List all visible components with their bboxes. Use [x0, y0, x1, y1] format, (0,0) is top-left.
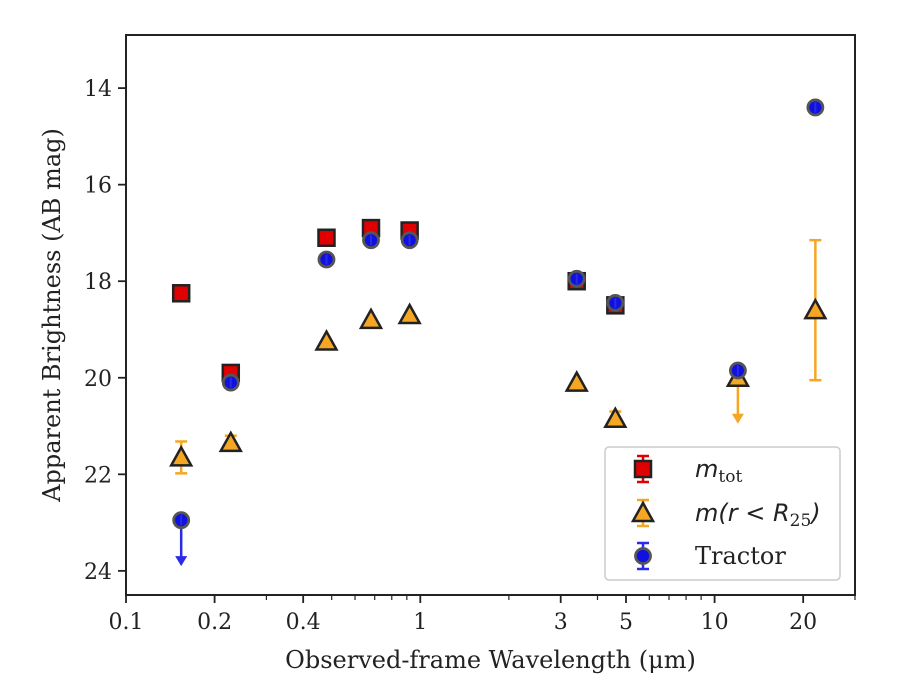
- legend-label-tail: ): [809, 499, 820, 527]
- upper-limit-arrowhead: [731, 413, 744, 424]
- data-point-mr25: [397, 302, 422, 325]
- legend-marker-tractor: [634, 547, 652, 565]
- x-tick-label: 0.2: [197, 610, 232, 635]
- data-point-mr25: [358, 307, 384, 330]
- legend-marker-mr25: [630, 500, 656, 523]
- upper-limit-arrowhead: [175, 556, 188, 567]
- y-axis-ticks: 14 16 18 20 22 24: [84, 77, 126, 585]
- y-tick-label: 22: [84, 463, 112, 488]
- data-point-mr25: [564, 370, 589, 392]
- x-tick-label: 0.4: [286, 610, 321, 635]
- plot-area: 0.1 0.2 0.4 1 3 5 10 20 14 16 18 20 22 24: [84, 34, 856, 635]
- data-point-mr25: [169, 444, 194, 467]
- legend-label-tractor: Tractor: [695, 542, 786, 570]
- legend-label-main: m(r < R: [695, 499, 790, 527]
- x-tick-label: 5: [619, 610, 633, 635]
- series-tractor: [172, 98, 825, 567]
- legend-label-sub: 25: [790, 511, 812, 531]
- plot-frame: [125, 34, 856, 596]
- x-tick-label: 0.1: [109, 610, 144, 635]
- legend: mtot m(r < R25) Tractor: [604, 446, 841, 581]
- x-tick-label: 3: [554, 610, 568, 635]
- y-axis-label: Apparent Brightness (AB mag): [38, 128, 66, 503]
- legend-marker-mtot: [633, 459, 653, 479]
- data-point-mr25: [314, 328, 339, 351]
- series-mr25: [169, 238, 828, 475]
- series-mtot: [171, 218, 625, 383]
- y-tick-label: 18: [84, 270, 112, 295]
- legend-box: [604, 446, 841, 581]
- x-tick-label: 20: [789, 610, 817, 635]
- data-marks: [169, 98, 828, 567]
- legend-label-sub: tot: [718, 467, 742, 487]
- legend-label-main: m: [695, 455, 718, 483]
- x-tick-label: 10: [701, 610, 729, 635]
- legend-label-mtot: mtot: [695, 455, 742, 487]
- y-tick-label: 20: [84, 367, 112, 392]
- x-tick-label: 1: [413, 610, 427, 635]
- x-axis-ticks: 0.1 0.2 0.4 1 3 5 10 20: [109, 595, 856, 635]
- x-axis-label: Observed-frame Wavelength (μm): [285, 646, 696, 674]
- data-point-mr25: [803, 297, 828, 320]
- data-point-mr25: [603, 406, 628, 429]
- data-point-mr25: [218, 430, 243, 453]
- y-tick-label: 14: [84, 77, 112, 102]
- legend-label-mr25: m(r < R25): [695, 499, 821, 531]
- y-tick-label: 24: [84, 560, 112, 585]
- y-tick-label: 16: [84, 174, 112, 199]
